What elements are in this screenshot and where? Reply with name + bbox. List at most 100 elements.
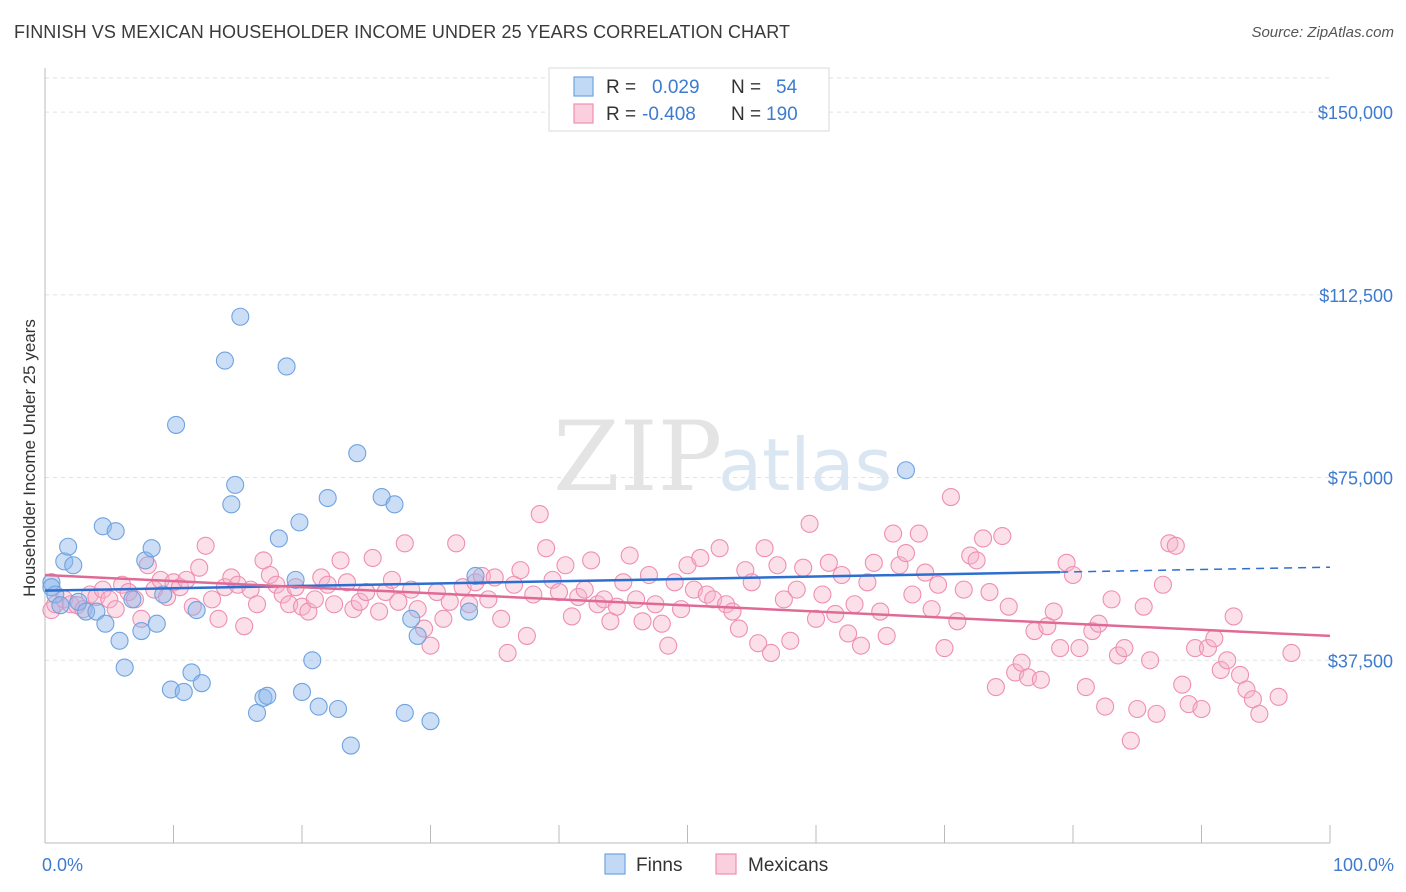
- finns-point-22: [167, 415, 186, 434]
- legend-swatch-finns: [573, 76, 594, 97]
- mexicans-point-146: [980, 583, 999, 602]
- y-tick-labels: $37,500 $75,000 $112,500 $150,000: [1318, 103, 1393, 671]
- mexicans-point-142: [954, 580, 973, 599]
- mexicans-point-10: [106, 600, 125, 619]
- mexicans-point-98: [672, 600, 691, 619]
- legend-r-value-1: 0.029: [652, 77, 700, 98]
- mexicans-point-41: [305, 590, 324, 609]
- mexicans-point-135: [909, 524, 928, 543]
- finns-point-26: [192, 674, 211, 693]
- mexicans-point-164: [1096, 697, 1115, 716]
- mexicans-point-81: [562, 607, 581, 626]
- mexicans-point-131: [884, 524, 903, 543]
- mexicans-point-134: [903, 585, 922, 604]
- mexicans-point-128: [864, 553, 883, 572]
- mexicans-point-121: [819, 553, 838, 572]
- finns-point-23: [174, 682, 193, 701]
- legend-n-label-2: N =: [731, 104, 761, 125]
- finns-point-47: [395, 703, 414, 722]
- x-tick-label-0: 0.0%: [42, 855, 83, 875]
- mexicans-point-161: [1076, 678, 1095, 697]
- y-tick-label-1: $75,000: [1328, 469, 1393, 489]
- mexicans-point-1: [46, 595, 65, 614]
- mexicans-point-48: [350, 592, 369, 611]
- finns-point-6: [64, 556, 83, 575]
- mexicans-point-184: [1224, 607, 1243, 626]
- mexicans-point-182: [1211, 660, 1230, 680]
- mexicans-point-127: [858, 573, 877, 592]
- finns-point-3: [51, 596, 70, 615]
- mexicans-point-117: [794, 558, 813, 577]
- mexicans-point-170: [1134, 597, 1153, 616]
- mexicans-point-113: [768, 556, 787, 575]
- mexicans-point-140: [941, 487, 960, 507]
- mexicans-point-53: [382, 570, 402, 589]
- finns-point-5: [59, 537, 78, 556]
- finns-point-33: [258, 686, 277, 705]
- mexicans-point-26: [209, 609, 228, 628]
- mexicans-point-77: [537, 539, 556, 558]
- finns-point-4: [55, 552, 74, 571]
- mexicans-point-57: [408, 600, 427, 619]
- finns-point-39: [303, 651, 322, 670]
- finns-point-28: [222, 495, 241, 514]
- y-axis-title: Householder Income Under 25 years: [20, 319, 39, 597]
- finns-point-11: [96, 614, 115, 633]
- mexicans-point-114: [774, 590, 793, 609]
- mexicans-point-97: [665, 573, 684, 592]
- watermark-zip: ZIP: [553, 401, 722, 513]
- mexicans-point-106: [723, 602, 742, 621]
- finns-point-41: [318, 488, 337, 508]
- mexicans-point-111: [755, 539, 774, 558]
- finns-point-35: [277, 357, 296, 376]
- mexicans-point-62: [440, 592, 459, 611]
- finns-point-9: [87, 602, 106, 621]
- mexicans-point-173: [1153, 575, 1172, 594]
- bottom-legend-mexicans: Mexicans: [748, 855, 828, 876]
- mexicans-point-181: [1205, 629, 1224, 648]
- mexicans-point-80: [556, 556, 575, 575]
- mexicans-point-75: [524, 585, 543, 604]
- finns-point-34: [269, 529, 288, 548]
- finns-point-30: [231, 307, 250, 326]
- finns-point-29: [226, 475, 245, 494]
- finns-point-20: [154, 585, 173, 604]
- finns-point-31: [247, 703, 267, 722]
- mexicans-point-45: [331, 551, 350, 570]
- mexicans-point-59: [421, 636, 440, 655]
- finns-point-44: [348, 444, 367, 463]
- mexicans-point-183: [1218, 651, 1237, 670]
- mexicans-point-186: [1237, 680, 1256, 699]
- mexicans-point-25: [203, 590, 222, 609]
- mexicans-point-32: [247, 595, 267, 614]
- bottom-legend-finns: Finns: [636, 855, 682, 876]
- mexicans-point-160: [1070, 639, 1089, 658]
- x-tick-label-1: 100.0%: [1333, 855, 1394, 875]
- mexicans-point-188: [1250, 704, 1269, 723]
- mexicans-point-137: [922, 600, 941, 619]
- mexicans-point-154: [1031, 670, 1050, 689]
- mexicans-point-124: [839, 624, 858, 643]
- finns-point-19: [147, 614, 166, 633]
- mexicans-point-70: [492, 609, 511, 628]
- mexicans-point-54: [389, 592, 408, 611]
- finns-point-42: [328, 699, 348, 719]
- y-tick-label-3: $150,000: [1318, 103, 1393, 123]
- y-tick-label-2: $112,500: [1319, 286, 1393, 306]
- data-points: [42, 307, 1301, 755]
- mexicans-point-30: [235, 617, 254, 636]
- mexicans-point-68: [479, 590, 498, 609]
- mexicans-point-157: [1051, 639, 1070, 658]
- mexicans-point-23: [190, 558, 209, 577]
- mexicans-point-141: [948, 612, 967, 631]
- finns-point-18: [142, 539, 161, 558]
- mexicans-point-63: [447, 534, 466, 553]
- mexicans-point-74: [517, 626, 536, 645]
- mexicans-point-55: [395, 534, 414, 553]
- mexicans-point-180: [1198, 639, 1217, 658]
- mexicans-point-61: [434, 609, 453, 628]
- mexicans-point-118: [800, 514, 819, 533]
- legend-swatch-mexicans: [573, 103, 594, 124]
- source-credit: Source: ZipAtlas.com: [1251, 24, 1394, 41]
- finns-point-40: [309, 697, 328, 716]
